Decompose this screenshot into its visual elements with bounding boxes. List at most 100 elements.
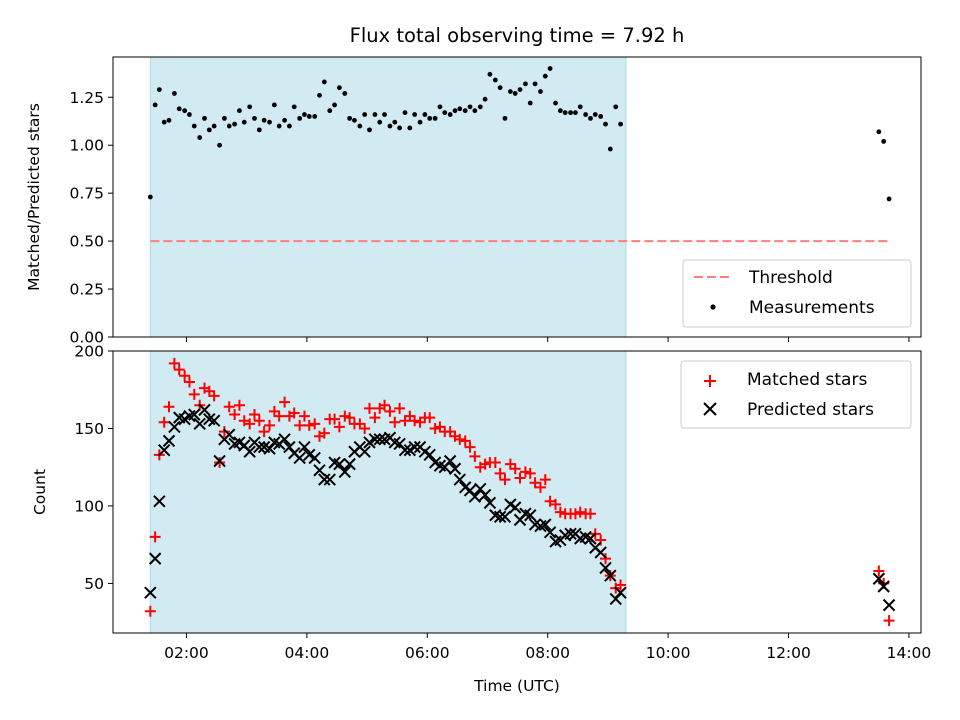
matched-star-point [273,410,285,422]
predicted-star-point [222,428,236,441]
matched-star-point [229,409,241,421]
matched-star-point [363,402,375,414]
matched-star-point [163,401,175,413]
predicted-star-point [207,414,221,427]
measurement-point [482,96,488,102]
measurement-point [412,112,418,117]
predicted-star-point [594,546,607,559]
matched-star-point [294,419,306,431]
measurement-point [347,115,353,121]
bottom-x-tick-label: 06:00 [405,644,450,662]
measurement-point [477,104,483,110]
predicted-star-point [448,462,462,475]
measurement-point [407,125,413,131]
matched-star-point [208,390,220,402]
predicted-star-point [278,433,291,446]
legend-predicted-swatch [703,402,717,416]
predicted-star-point [478,488,492,502]
measurement-point [172,91,177,96]
chart-title: Flux total observing time = 7.92 h [350,24,685,47]
measurement-point [161,119,167,125]
predicted-star-point [493,510,507,523]
matched-star-point [298,410,310,422]
measurement-point [523,81,528,87]
matched-star-point [173,364,185,376]
measurement-point [542,73,548,79]
top-y-tick-label: 0.75 [69,185,104,203]
predicted-star-point [524,509,537,522]
matched-star-point [158,416,170,428]
measurement-point [267,119,272,125]
measurement-point [557,108,563,114]
predicted-star-point [468,490,482,503]
measurement-point [367,127,372,133]
matched-star-point [218,426,230,438]
predicted-star-point [539,518,552,531]
predicted-star-point [253,440,266,454]
bottom-y-tick-label: 50 [84,575,104,593]
matched-star-point [168,357,180,369]
measurement-point [577,104,583,110]
matched-star-point [550,498,562,510]
matched-star-point [873,565,885,577]
measurement-point [442,110,448,116]
measurement-point [336,85,342,91]
measurement-point [287,123,292,129]
measurement-point [176,106,182,112]
predicted-star-point [368,433,382,446]
bottom-plot-frame [112,350,922,634]
matched-star-point [233,399,245,411]
matched-star-point [369,412,381,424]
measurement-point [532,81,538,87]
x-axis-label: Time (UTC) [473,677,560,695]
measurement-point [382,112,387,117]
predicted-star-point [213,454,226,468]
bottom-x-tick-label: 10:00 [646,644,691,662]
predicted-star-point [144,586,157,599]
measurement-point [237,108,242,114]
predicted-star-point [508,501,522,514]
predicted-star-point [408,440,421,454]
measurement-point [182,108,188,114]
matched-star-point [183,376,195,388]
matched-star-point [494,467,506,479]
measurement-point [327,108,333,114]
matched-star-point [253,415,265,427]
matched-star-point [394,402,406,414]
measurement-point [402,110,408,116]
predicted-star-point [168,420,181,434]
matched-star-point [344,412,356,424]
matched-star-point [569,508,581,520]
matched-star-point [615,579,627,591]
matched-star-point [499,474,511,486]
bottom-x-tick-label: 02:00 [164,644,209,662]
matched-star-point [454,433,466,445]
predicted-star-point [313,464,326,477]
bottom-legend: Matched stars Predicted stars [680,360,912,429]
measurement-point [156,87,162,93]
predicted-star-point [483,496,497,510]
predicted-star-point [188,408,201,421]
measurement-point [881,138,887,144]
predicted-star-point [373,433,386,446]
measurement-point [392,119,398,125]
measurement-point [422,112,428,117]
matched-star-point [574,506,586,518]
predicted-star-point [308,451,321,465]
top-y-tick-label: 1.25 [69,89,104,107]
matched-star-point [459,435,471,447]
legend-measurements-label: Measurements [749,298,875,318]
matched-star-point [584,508,596,520]
matched-star-point [318,427,330,439]
predicted-star-point [323,473,336,486]
measurement-point [397,125,402,131]
top-y-axis-label: Matched/Predicted stars [25,103,43,291]
measurement-point [152,102,158,108]
measurement-point [427,115,433,121]
measurement-point [377,119,383,125]
predicted-star-point [453,473,467,486]
matched-star-point [333,421,345,433]
measurement-point [467,104,473,110]
measurement-point [372,112,378,117]
matched-star-point [539,474,551,486]
